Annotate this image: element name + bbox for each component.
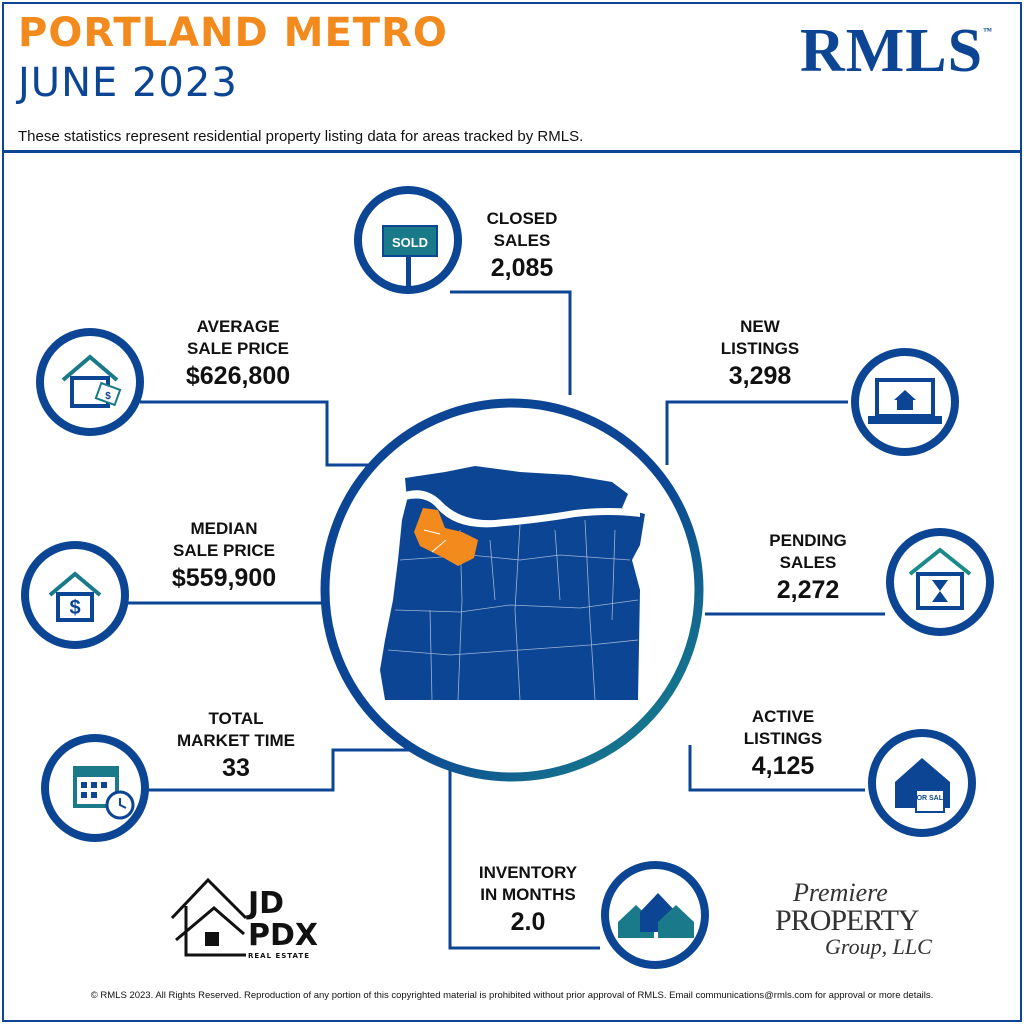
- connector-lines: [123, 290, 885, 950]
- connector-active-listings: [688, 745, 865, 792]
- stat-pending-sales: PENDING SALES 2,272: [769, 531, 847, 604]
- page-date: JUNE 2023: [18, 60, 238, 106]
- oregon-map-icon: [380, 466, 645, 701]
- stat-total-market-time: TOTAL MARKET TIME 33: [176, 709, 296, 782]
- premiere-property-logo: Premiere PROPERTY Group, LLC: [775, 878, 932, 959]
- page-subtitle: These statistics represent residential p…: [18, 128, 584, 145]
- for-sale-text: FOR SALE: [912, 795, 948, 802]
- connector-market-time: [142, 748, 410, 792]
- stat-median-sale-price: MEDIAN SALE PRICE $559,900: [171, 519, 277, 592]
- stat-inventory: INVENTORY IN MONTHS 2.0: [478, 863, 578, 936]
- jd-pdx-logo-text: JD PDX REAL ESTATE: [248, 886, 319, 961]
- svg-text:$: $: [105, 391, 111, 402]
- connector-new-listings: [665, 400, 848, 465]
- stat-new-listings: NEW LISTINGS 3,298: [720, 317, 800, 390]
- jd-pdx-logo: [170, 877, 248, 957]
- connector-inventory: [448, 770, 600, 950]
- copyright-footer: © RMLS 2023. All Rights Reserved. Reprod…: [90, 990, 934, 1001]
- stat-closed-sales: CLOSED SALES 2,085: [486, 209, 558, 282]
- header-divider: [4, 150, 1020, 153]
- rmls-logo: RMLS™: [800, 17, 994, 85]
- stat-active-listings: ACTIVE LISTINGS 4,125: [743, 707, 823, 780]
- svg-text:$: $: [69, 597, 80, 619]
- connector-average-price: [140, 400, 370, 467]
- connector-closed-sales: [450, 290, 572, 395]
- sold-sign-text: SOLD: [392, 235, 428, 250]
- page-title: PORTLAND METRO: [18, 10, 448, 56]
- house-price-tag-icon: [36, 328, 144, 436]
- stat-average-sale-price: AVERAGE SALE PRICE $626,800: [185, 317, 291, 390]
